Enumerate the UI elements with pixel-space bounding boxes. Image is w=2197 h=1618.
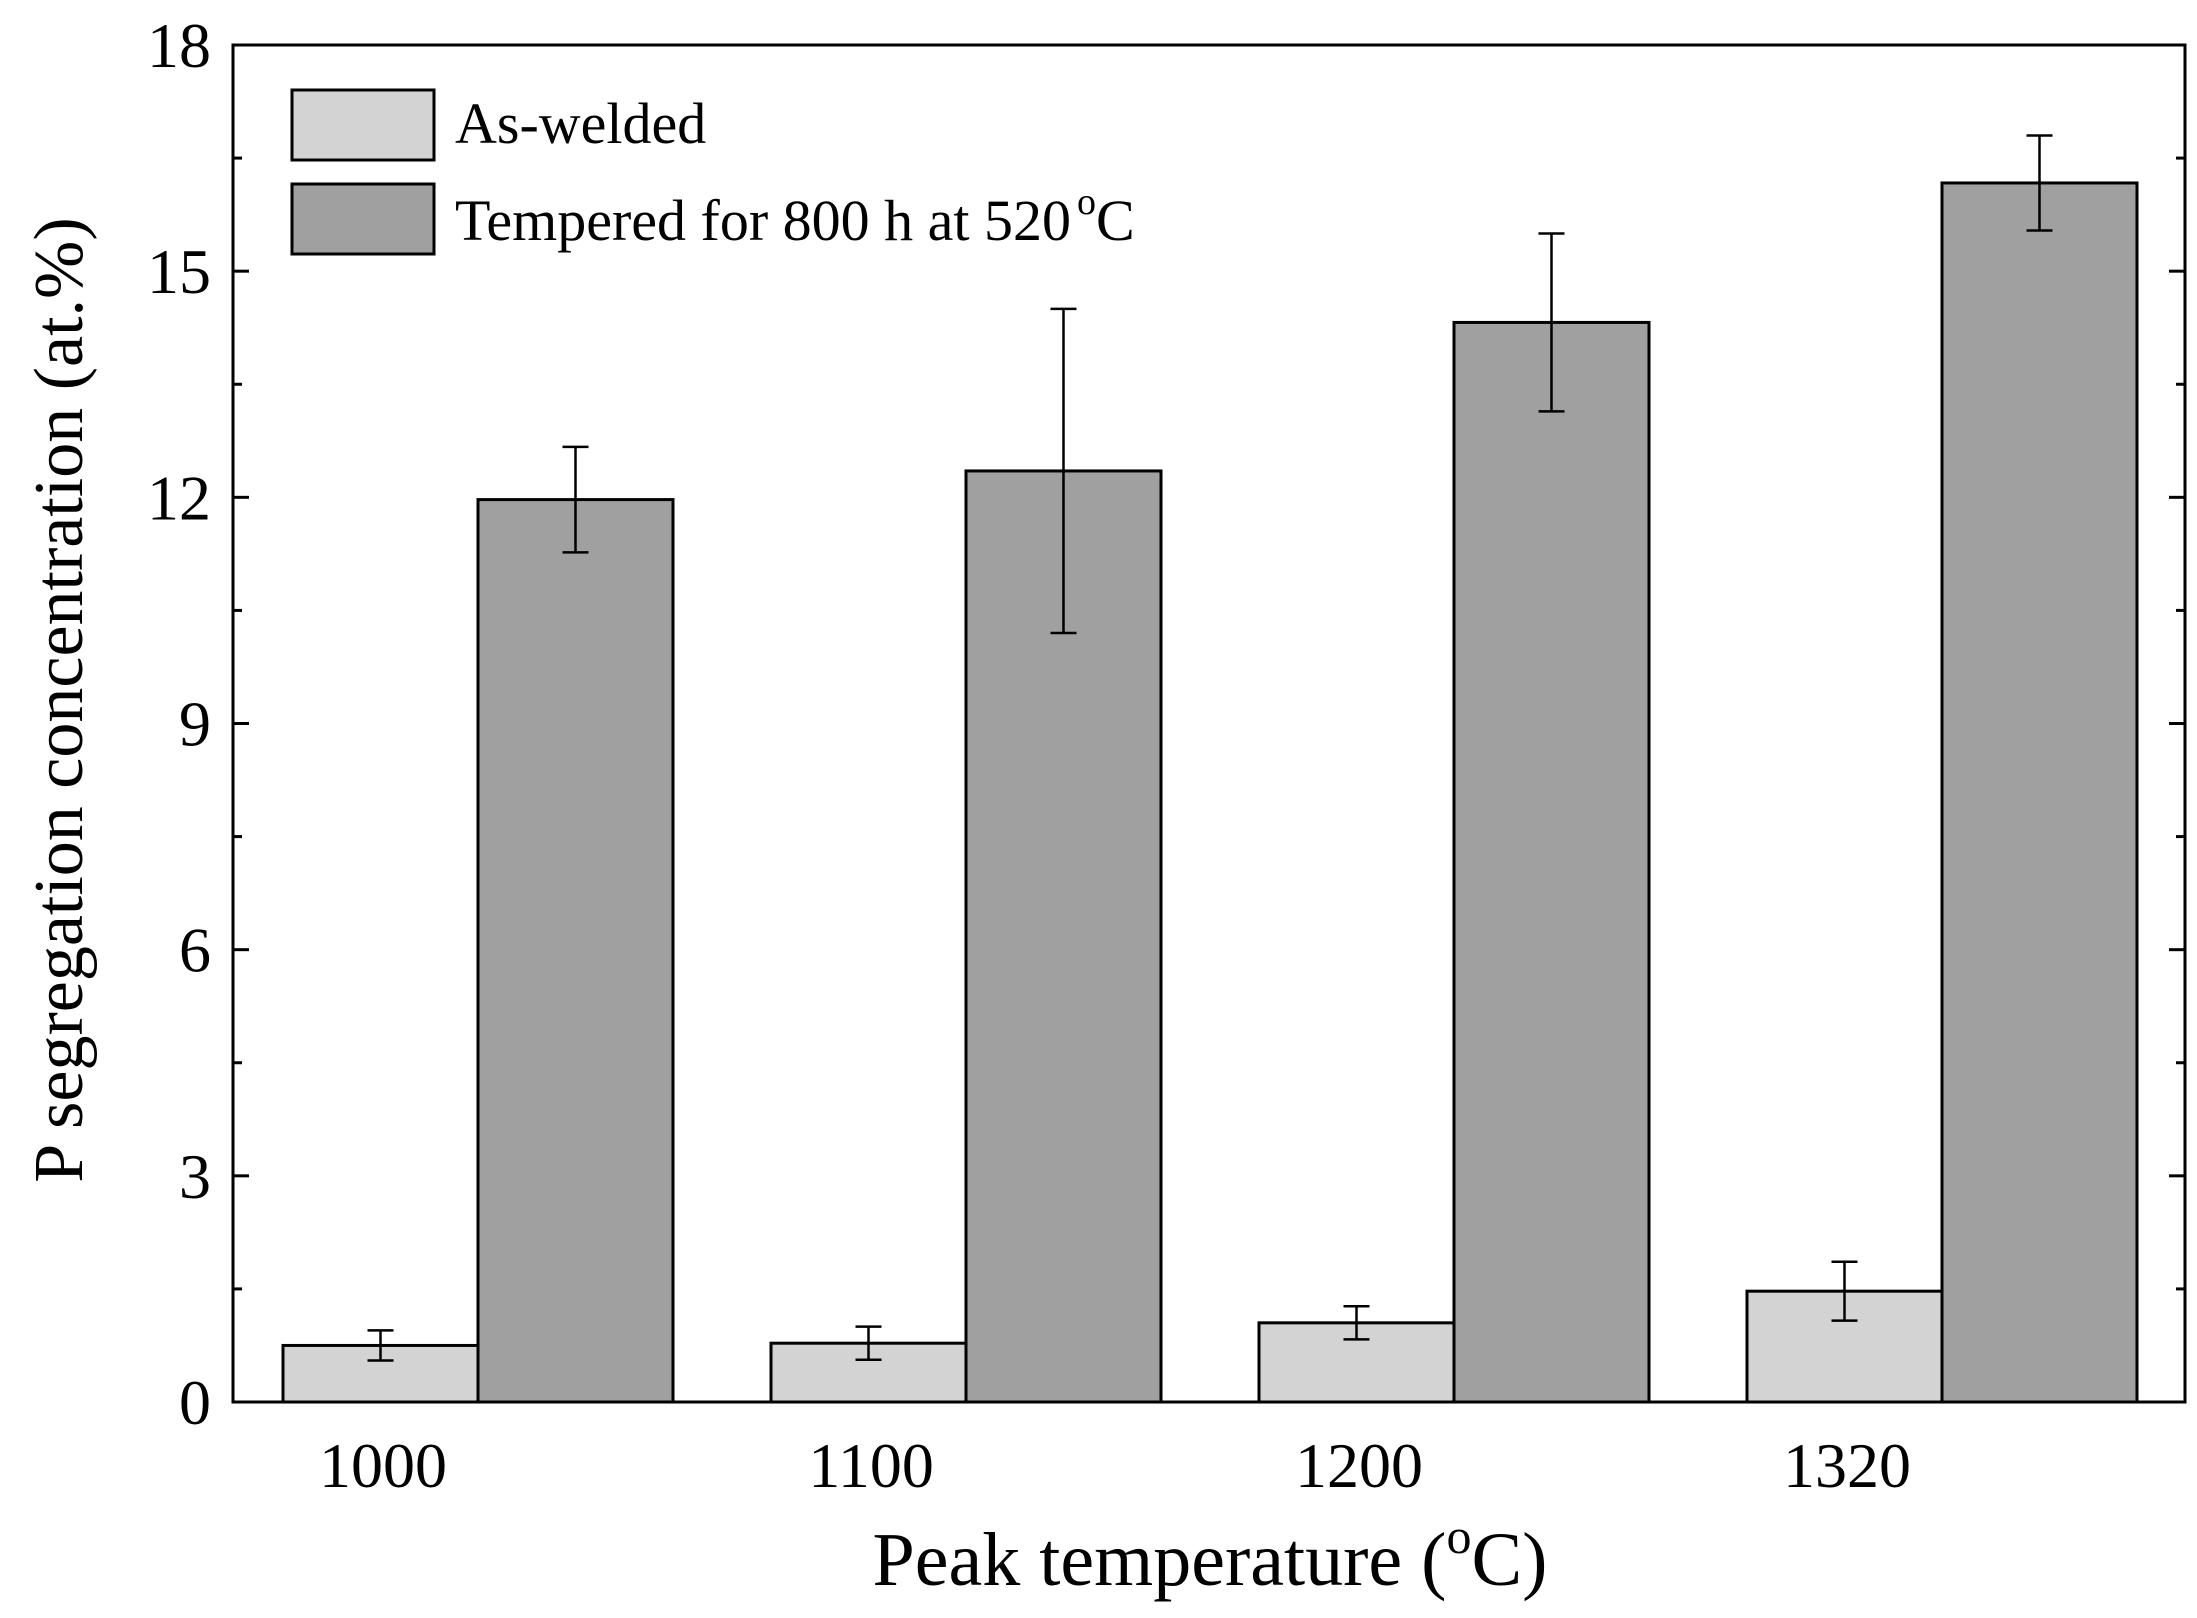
legend-swatch-as-welded	[290, 88, 436, 162]
bar-series	[281, 181, 2139, 1404]
legend-label-tempered: Tempered for 800 h at 520 oC	[455, 181, 1135, 253]
legend-label-tempered-tail: C	[1096, 188, 1135, 253]
bar	[1940, 181, 2139, 1404]
error-bars	[367, 134, 2053, 1362]
y-axis-title: P segregation concentration (at.%)	[21, 217, 98, 1182]
y-tick-label: 6	[179, 915, 211, 986]
x-axis-title-tail: C)	[1471, 1518, 1547, 1602]
y-tick-label: 18	[147, 10, 211, 81]
x-tick-label: 1000	[319, 1430, 447, 1501]
legend-label-as-welded: As-welded	[455, 91, 706, 156]
legend: As-welded Tempered for 800 h at 520 oC	[290, 88, 1135, 256]
y-axis-ticks: 0 3 6 9 12 15 18	[147, 10, 2185, 1438]
x-tick-label: 1200	[1295, 1430, 1423, 1501]
legend-label-tempered-sup: o	[1077, 181, 1096, 223]
x-tick-label: 1100	[808, 1430, 934, 1501]
legend-label-tempered-main: Tempered for 800 h at 520	[455, 188, 1071, 253]
y-tick-label: 0	[179, 1367, 211, 1438]
x-axis-title: Peak temperature (oC)	[873, 1508, 1548, 1602]
legend-swatch-tempered	[290, 182, 436, 256]
x-axis-title-main: Peak temperature (	[873, 1518, 1447, 1602]
bar	[476, 498, 675, 1404]
y-tick-label: 9	[179, 689, 211, 760]
y-tick-label: 3	[179, 1141, 211, 1212]
y-tick-label: 12	[147, 462, 211, 533]
y-tick-label: 15	[147, 236, 211, 307]
x-axis-ticks: 1000 1100 1200 1320	[319, 1430, 1911, 1501]
bar	[1452, 320, 1651, 1404]
x-tick-label: 1320	[1783, 1430, 1911, 1501]
x-axis-title-sup: o	[1446, 1508, 1471, 1564]
